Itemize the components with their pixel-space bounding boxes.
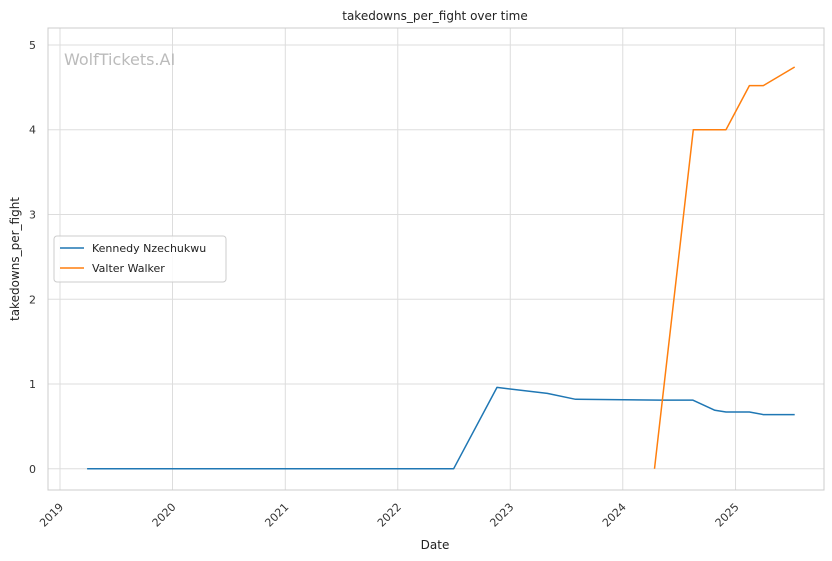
y-tick-label: 2: [29, 293, 36, 306]
x-tick-label: 2025: [713, 501, 742, 530]
grid-lines: [48, 28, 824, 490]
plot-frame: [47, 27, 825, 491]
chart-title: takedowns_per_fight over time: [342, 9, 528, 23]
y-tick-label: 1: [29, 378, 36, 391]
series-line-valter-walker: [653, 66, 796, 469]
y-axis-label: takedowns_per_fight: [8, 197, 22, 321]
legend-box: [53, 235, 227, 283]
x-tick-label: 2022: [375, 501, 404, 530]
x-axis-label: Date: [421, 538, 450, 552]
legend: Kennedy Nzechukwu Valter Walker: [53, 235, 227, 283]
x-tick-label: 2021: [262, 501, 291, 530]
y-axis-ticks: 0 1 2 3 4 5: [29, 39, 36, 476]
y-tick-label: 0: [29, 463, 36, 476]
y-tick-label: 5: [29, 39, 36, 52]
series-line-kennedy-nzechukwu: [87, 386, 795, 470]
legend-label-valter-walker: Valter Walker: [92, 262, 165, 275]
watermark: WolfTickets.AI: [64, 50, 175, 69]
y-tick-label: 4: [29, 124, 36, 137]
x-tick-label: 2024: [600, 501, 629, 530]
x-tick-label: 2019: [37, 501, 66, 530]
series-lines: [87, 66, 796, 470]
x-tick-label: 2020: [150, 501, 179, 530]
x-axis-ticks: 2019 2020 2021 2022 2023 2024 2025: [37, 501, 742, 530]
legend-label-kennedy-nzechukwu: Kennedy Nzechukwu: [92, 242, 206, 255]
x-tick-label: 2023: [487, 501, 516, 530]
y-tick-label: 3: [29, 208, 36, 221]
